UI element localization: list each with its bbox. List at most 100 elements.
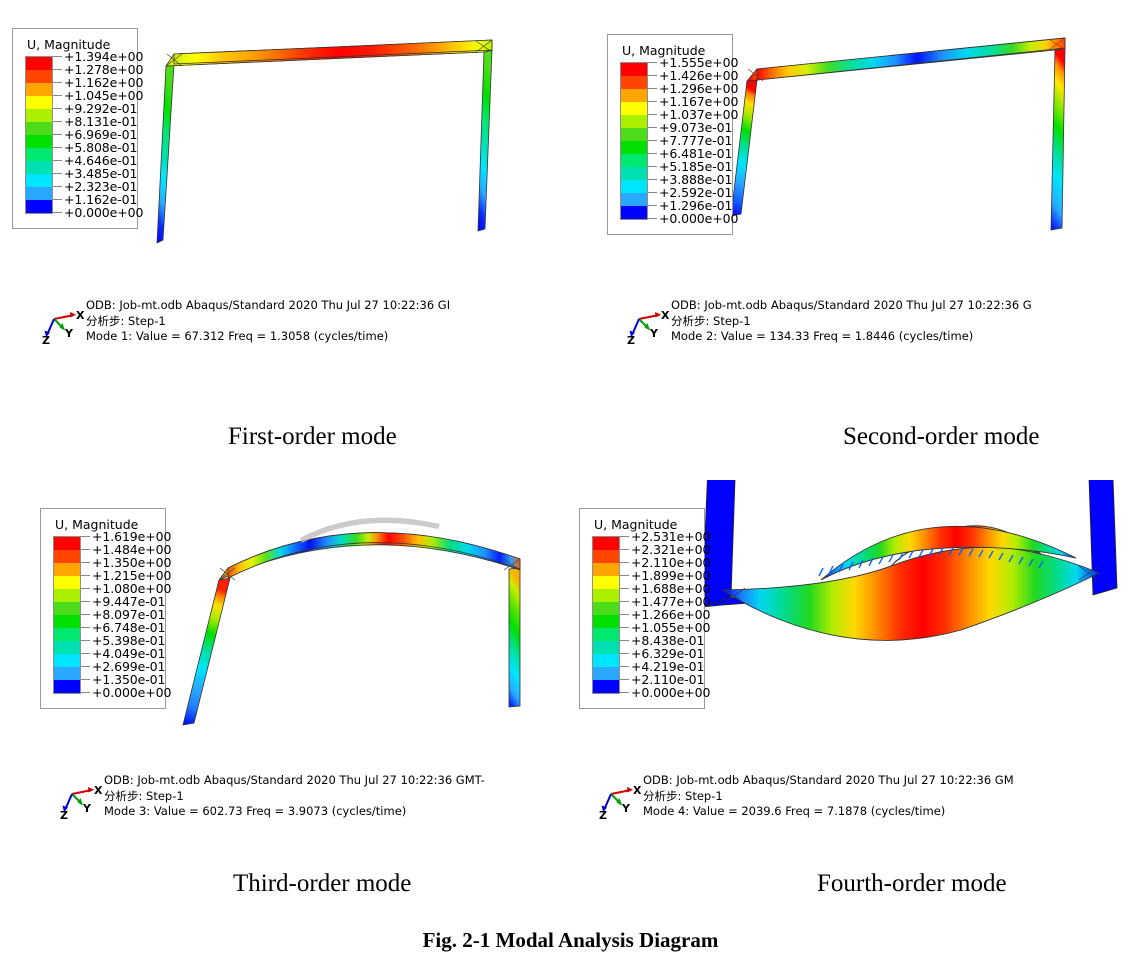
legend-value: +6.481e-01	[659, 146, 733, 161]
legend-tick	[53, 95, 62, 96]
legend-value: +4.049e-01	[92, 646, 166, 661]
legend-tick	[53, 56, 62, 57]
legend-tick	[53, 134, 62, 135]
legend-value: +1.619e+00	[92, 529, 172, 544]
frame-deformed-shape-mode-1	[156, 39, 493, 244]
frame-deformed-shape-mode-4	[701, 480, 1118, 641]
legend-swatch	[54, 576, 80, 589]
legend-swatch	[26, 57, 52, 70]
axis-triad-icon: X Y Z	[597, 774, 643, 820]
viewport-mode-2[interactable]	[571, 0, 1141, 290]
legend-value: +9.292e-01	[64, 101, 138, 116]
legend-value: +0.000e+00	[92, 685, 172, 700]
legend-title: U, Magnitude	[622, 43, 706, 58]
legend-mode-4: U, Magnitude +2.531e+00 +2.321e+00 +2.110e…	[579, 508, 710, 709]
legend-tick	[53, 186, 62, 187]
legend-swatch	[54, 589, 80, 602]
footer-mode-1: X Y Z ODB: Job-mt.odb Abaqus/Standard 20…	[40, 297, 450, 345]
legend-title: U, Magnitude	[594, 517, 678, 532]
legend-tick	[620, 666, 629, 667]
step-info-line: 分析步: Step-1	[104, 788, 184, 803]
legend-value: +5.398e-01	[92, 633, 166, 648]
legend-value: +4.646e-01	[64, 153, 138, 168]
legend-swatch	[621, 206, 647, 219]
legend-swatch	[593, 589, 619, 602]
legend-color-swatches	[25, 56, 53, 214]
legend-value: +1.162e+00	[64, 75, 144, 90]
step-info-line: 分析步: Step-1	[671, 313, 751, 328]
legend-tick	[620, 640, 629, 641]
legend-swatch	[54, 641, 80, 654]
legend-tick	[620, 575, 629, 576]
caption-mode-1: First-order mode	[228, 423, 397, 450]
legend-tick	[81, 679, 90, 680]
panel-mode-3: U, Magnitude +1.619e+00 +1.484e+00 +1.350e…	[0, 480, 570, 897]
frame-deformed-shape-mode-2	[730, 37, 1066, 231]
legend-tick	[53, 160, 62, 161]
legend-value: +3.485e-01	[64, 166, 138, 181]
panel-mode-2: U, Magnitude +1.555e+00 +1.426e+00 +1.296e…	[571, 0, 1141, 450]
legend-swatch	[593, 537, 619, 550]
legend-value: +1.484e+00	[92, 542, 172, 557]
viewport-mode-1[interactable]	[0, 0, 570, 290]
legend-value: +1.477e+00	[631, 594, 711, 609]
legend-value: +2.699e-01	[92, 659, 166, 674]
mode-info-line: Mode 1: Value = 67.312 Freq = 1.3058 (cy…	[86, 329, 389, 343]
legend-value: +1.296e-01	[659, 198, 733, 213]
legend-value: +2.592e-01	[659, 185, 733, 200]
mode-info-line: Mode 3: Value = 602.73 Freq = 3.9073 (cy…	[104, 804, 407, 818]
legend-value: +1.045e+00	[64, 88, 144, 103]
footer-mode-4: X Y Z ODB: Job-mt.odb Abaqus/Standard 20…	[597, 772, 1014, 820]
viewport-mode-3[interactable]	[0, 480, 570, 770]
legend-swatch	[54, 654, 80, 667]
footer-mode-2: X Y Z ODB: Job-mt.odb Abaqus/Standard 20…	[625, 297, 1032, 345]
legend-tick	[648, 101, 657, 102]
legend-swatch	[54, 550, 80, 563]
legend-tick	[648, 153, 657, 154]
legend-tick	[53, 69, 62, 70]
legend-tick-marks	[81, 530, 90, 699]
legend-mode-2: U, Magnitude +1.555e+00 +1.426e+00 +1.296e…	[607, 34, 738, 235]
panel-mode-4: U, Magnitude +2.531e+00 +2.321e+00 +2.110e…	[571, 480, 1141, 897]
legend-color-swatches	[592, 536, 620, 694]
legend-value-labels: +1.619e+00 +1.484e+00 +1.350e+00 +1.215e+00…	[92, 530, 171, 699]
legend-tick	[53, 199, 62, 200]
legend-value: +5.808e-01	[64, 140, 138, 155]
legend-value: +9.073e-01	[659, 120, 733, 135]
legend-swatch	[621, 63, 647, 76]
legend-value-labels: +2.531e+00 +2.321e+00 +2.110e+00 +1.899e+00…	[631, 530, 710, 699]
legend-color-swatches	[53, 536, 81, 694]
axis-triad-icon: X Y Z	[58, 774, 104, 820]
legend-value: +2.110e-01	[631, 672, 705, 687]
svg-text:X: X	[661, 309, 670, 322]
legend-value: +8.131e-01	[64, 114, 138, 129]
legend-value: +0.000e+00	[631, 685, 711, 700]
legend-value: +1.394e+00	[64, 49, 144, 64]
legend-swatch	[621, 193, 647, 206]
legend-value: +1.350e-01	[92, 672, 166, 687]
legend-value: +7.777e-01	[659, 133, 733, 148]
legend-swatch	[621, 154, 647, 167]
legend-swatch	[621, 102, 647, 115]
legend-value: +1.080e+00	[92, 581, 172, 596]
legend-value: +2.531e+00	[631, 529, 711, 544]
figure-title: Fig. 2-1 Modal Analysis Diagram	[422, 928, 719, 952]
legend-value: +1.426e+00	[659, 68, 739, 83]
mode-info-line: Mode 2: Value = 134.33 Freq = 1.8446 (cy…	[671, 329, 974, 343]
legend-tick-marks	[620, 530, 629, 699]
legend-swatch	[54, 628, 80, 641]
legend-value: +1.296e+00	[659, 81, 739, 96]
legend-tick	[53, 121, 62, 122]
legend-value: +1.215e+00	[92, 568, 172, 583]
legend-value: +8.097e-01	[92, 607, 166, 622]
legend-mode-3: U, Magnitude +1.619e+00 +1.484e+00 +1.350e…	[40, 508, 171, 709]
viewport-mode-4[interactable]	[571, 480, 1141, 770]
legend-swatch	[26, 109, 52, 122]
legend-tick	[81, 627, 90, 628]
svg-text:X: X	[76, 309, 85, 322]
legend-value: +1.555e+00	[659, 55, 739, 70]
legend-swatch	[54, 615, 80, 628]
panel-mode-1: U, Magnitude +1.394e+00 +1.278e+00 +1.162e…	[0, 0, 570, 450]
legend-tick	[648, 166, 657, 167]
legend-swatch	[621, 115, 647, 128]
